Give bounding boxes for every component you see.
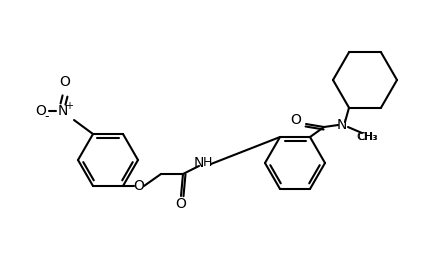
Text: O: O [133, 179, 144, 193]
Text: -: - [45, 111, 49, 123]
Text: CH₃: CH₃ [358, 132, 378, 142]
Text: O: O [60, 75, 70, 89]
Text: O: O [175, 197, 187, 211]
Text: N: N [337, 118, 347, 132]
Text: CH₃: CH₃ [357, 132, 378, 142]
Text: N: N [194, 156, 204, 170]
Text: H: H [202, 157, 212, 169]
Text: N: N [58, 104, 68, 118]
Text: O: O [35, 104, 46, 118]
Text: O: O [291, 113, 302, 127]
Text: +: + [65, 101, 73, 111]
